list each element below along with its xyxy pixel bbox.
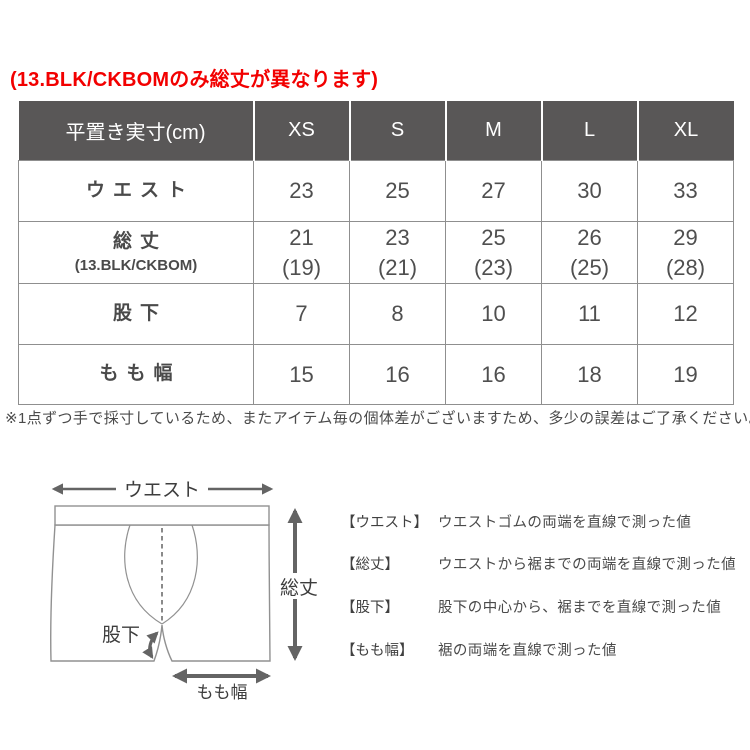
- measure-legend: 【ウエスト】 ウエストゴムの両端を直線で測った値 【総丈】 ウエストから裾までの…: [341, 500, 746, 670]
- legend-term: 【ウエスト】: [341, 514, 428, 531]
- page-title: (13.BLK/CKBOMのみ総丈が異なります): [10, 69, 379, 91]
- col-header-s: S: [348, 101, 446, 161]
- length-label: 総丈: [280, 577, 318, 599]
- legend-item-length: 【総丈】 ウエストから裾までの両端を直線で測った値: [341, 543, 746, 586]
- thigh-label: もも幅: [197, 683, 248, 702]
- waistband-shape: [54, 505, 270, 526]
- cell-thigh-s: 16: [349, 344, 446, 405]
- cell-inseam-s: 8: [349, 283, 446, 345]
- size-table: 平置き実寸(cm) XS S M L XL ウエスト 23 25 27 30 3…: [18, 101, 734, 405]
- legend-desc: ウエストから裾までの両端を直線で測った値: [438, 557, 736, 574]
- legend-item-inseam: 【股下】 股下の中心から、裾までを直線で測った値: [341, 585, 746, 628]
- legend-term: 【総丈】: [341, 557, 399, 574]
- cell-length-s: 23 (21): [349, 221, 446, 284]
- cell-inseam-l: 11: [541, 283, 638, 345]
- inseam-label: 股下: [102, 625, 140, 646]
- cell-length-xl: 29 (28): [637, 221, 734, 284]
- cell-thigh-xs: 15: [253, 344, 350, 405]
- waist-label: ウエスト: [124, 480, 200, 501]
- crotch-curve-right: [161, 524, 198, 625]
- inseam-arrow: [142, 631, 159, 659]
- cell-length-m: 25 (23): [445, 221, 542, 284]
- cell-waist-s: 25: [349, 160, 446, 222]
- row-sublabel-length: (13.BLK/CKBOM): [74, 256, 198, 274]
- cell-length-l: 26 (25): [541, 221, 638, 284]
- cell-thigh-m: 16: [445, 344, 542, 405]
- row-label-length: 総丈: [112, 231, 167, 253]
- waist-label-backing: [116, 477, 208, 501]
- cell-inseam-xs: 7: [253, 283, 350, 345]
- measurement-note: ※1点ずつ手で採寸しているため、またアイテム毎の個体差がございますため、多少の誤…: [5, 410, 750, 427]
- length-label-backing: [275, 573, 322, 599]
- row-label-inseam: 股下: [112, 302, 167, 324]
- col-header-m: M: [444, 101, 542, 161]
- cell-waist-m: 27: [445, 160, 542, 222]
- legend-item-thigh: 【もも幅】 裾の両端を直線で測った値: [341, 628, 746, 671]
- cell-waist-xs: 23: [253, 160, 350, 222]
- cell-length-xs: 21 (19): [253, 221, 350, 284]
- crotch-curve-left: [124, 524, 163, 625]
- boxer-outline: [50, 524, 271, 662]
- table-row-thigh: もも幅 15 16 16 18 19: [18, 344, 734, 405]
- cell-thigh-l: 18: [541, 344, 638, 405]
- legend-term: 【股下】: [341, 599, 399, 616]
- table-row-waist: ウエスト 23 25 27 30 33: [18, 160, 734, 222]
- cell-thigh-xl: 19: [637, 344, 734, 405]
- legend-term: 【もも幅】: [341, 642, 414, 659]
- cell-waist-xl: 33: [637, 160, 734, 222]
- cell-inseam-m: 10: [445, 283, 542, 345]
- col-header-measure: 平置き実寸(cm): [18, 101, 254, 161]
- table-row-inseam: 股下 7 8 10 11 12: [18, 283, 734, 345]
- legend-desc: 股下の中心から、裾までを直線で測った値: [438, 599, 722, 616]
- col-header-xs: XS: [252, 101, 350, 161]
- legend-desc: ウエストゴムの両端を直線で測った値: [438, 514, 692, 531]
- cell-inseam-xl: 12: [637, 283, 734, 345]
- cell-waist-l: 30: [541, 160, 638, 222]
- legend-item-waist: 【ウエスト】 ウエストゴムの両端を直線で測った値: [341, 500, 746, 543]
- boxer-diagram: ウエスト 総丈 股下 もも幅: [50, 477, 322, 702]
- col-header-l: L: [540, 101, 638, 161]
- table-row-length: 総丈 (13.BLK/CKBOM) 21 (19) 23 (21) 25 (23) 2…: [18, 221, 734, 284]
- legend-desc: 裾の両端を直線で測った値: [438, 642, 617, 659]
- row-label-waist: ウエスト: [85, 179, 194, 201]
- col-header-xl: XL: [636, 101, 734, 161]
- table-header-row: 平置き実寸(cm) XS S M L XL: [18, 101, 734, 161]
- row-label-thigh: もも幅: [99, 363, 181, 385]
